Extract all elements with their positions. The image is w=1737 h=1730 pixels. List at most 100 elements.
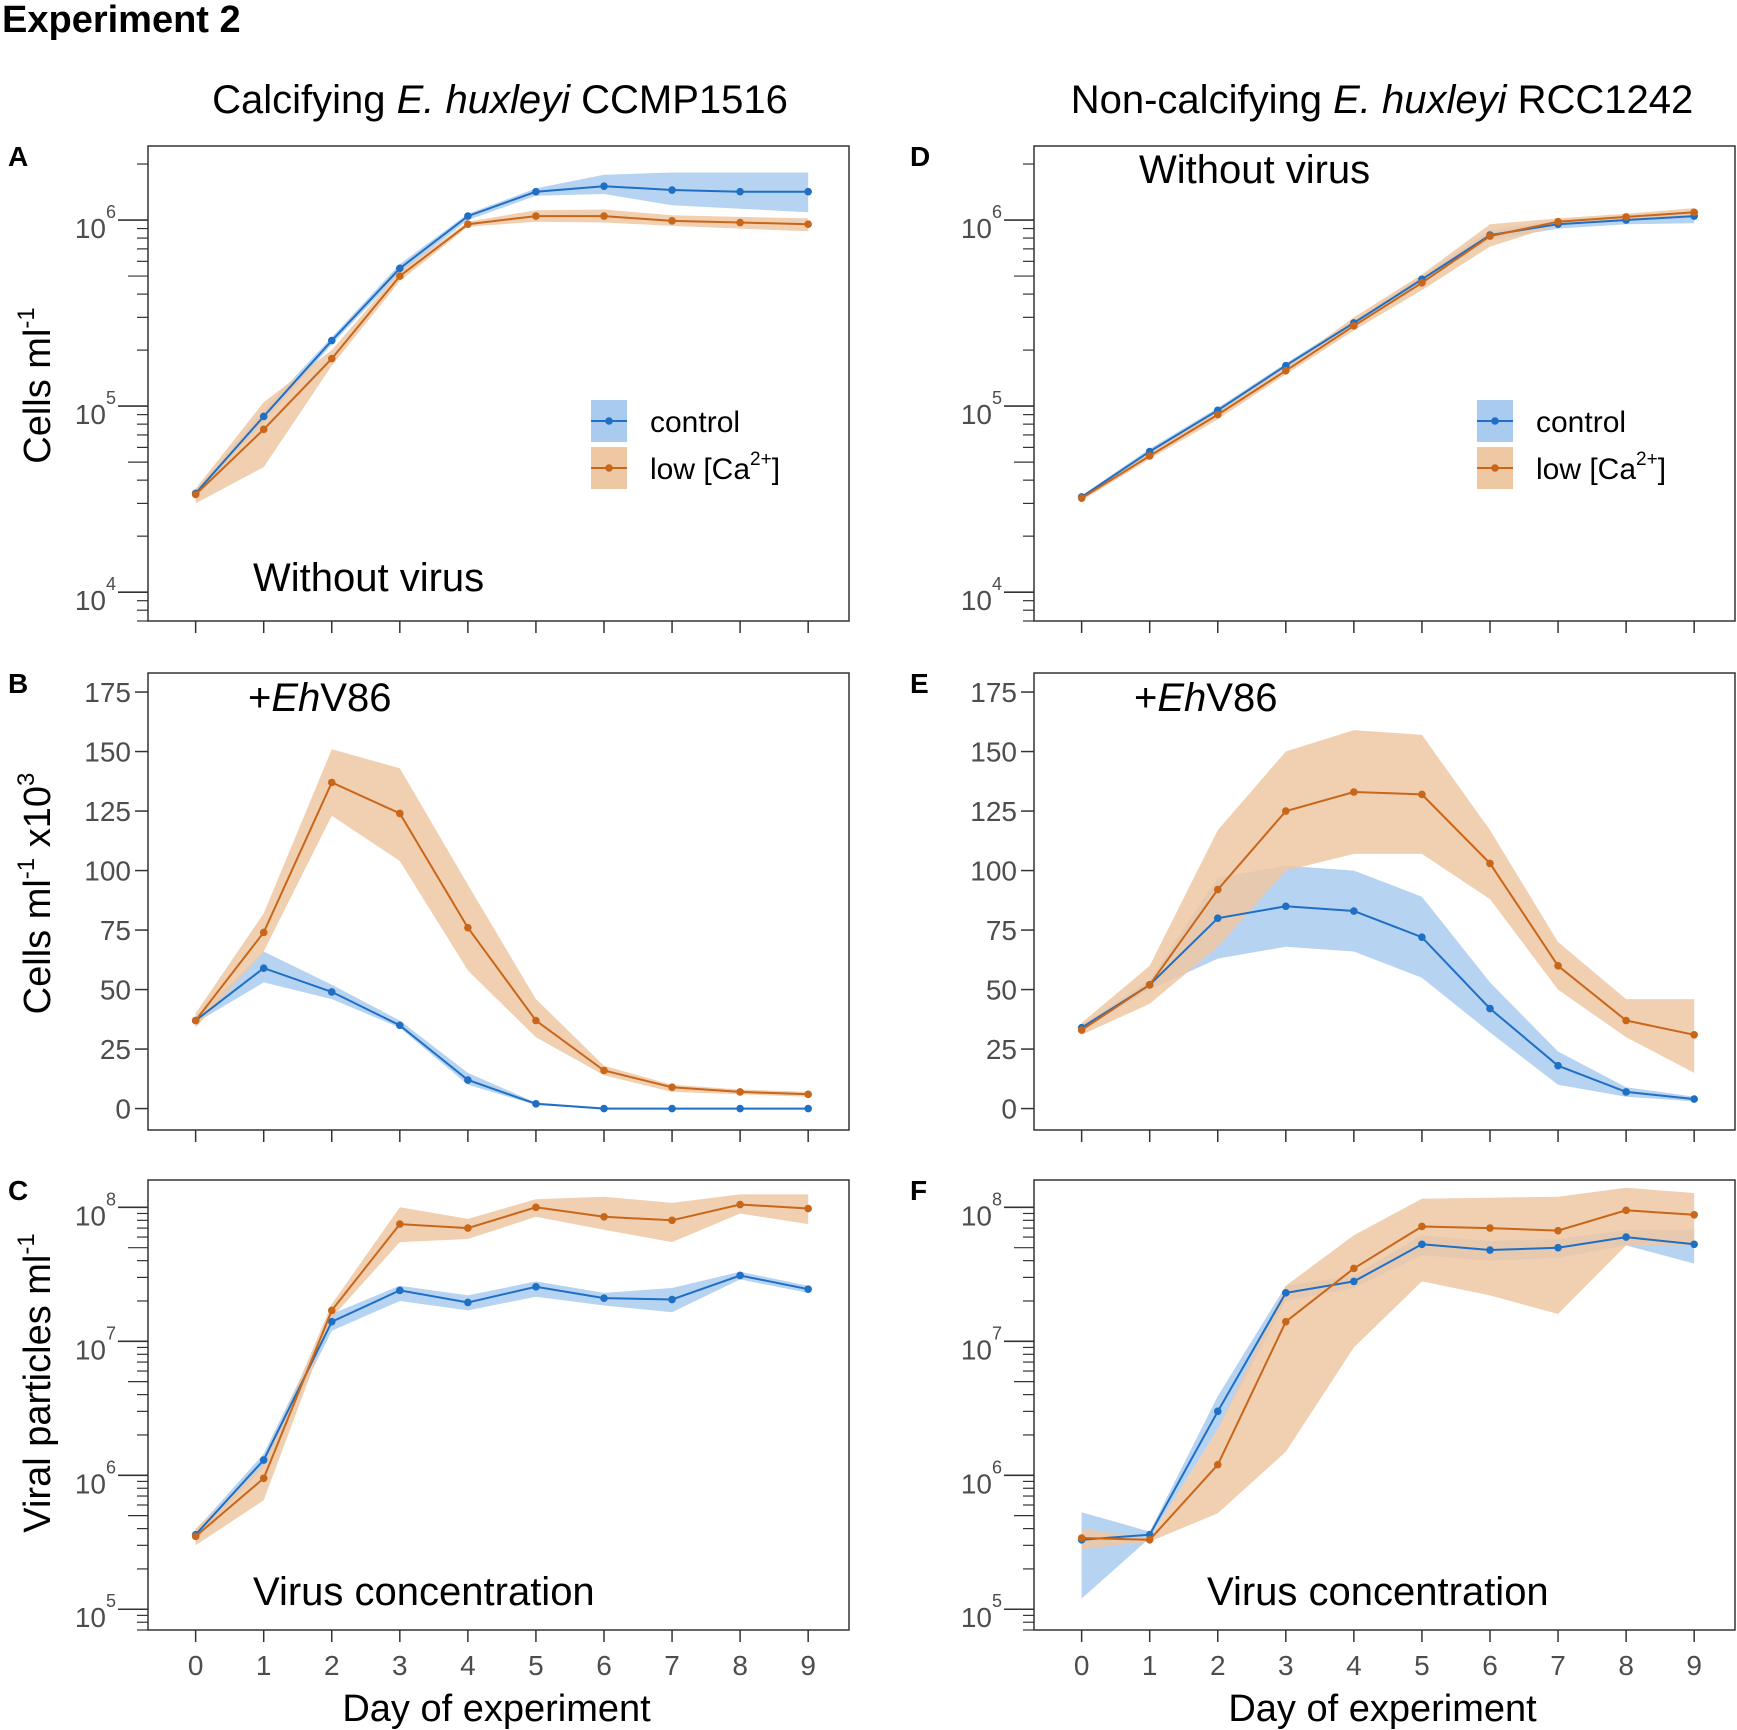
line-control [1081,1236,1695,1541]
point-control [1486,1246,1494,1254]
point-control [804,1104,812,1113]
row-labels: Cells ml-1 Cells ml-1 x103 Viral particles… [13,307,59,1532]
point-low-ca [259,425,268,434]
point-control [532,1100,540,1108]
point-low-ca [532,1203,540,1212]
point-low-ca [1418,1222,1426,1231]
plot-frame [1033,1179,1736,1631]
x-axis-title: Day of experiment [1228,1688,1537,1730]
point-low-ca [191,490,200,499]
x-tick-label: 9 [1686,1650,1702,1681]
point-control [804,187,812,196]
y-tick-label: 106 [75,1457,116,1499]
point-low-ca [1622,213,1630,221]
point-control [804,1285,812,1293]
plot-frame [147,145,850,622]
y-tick-label: 107 [75,1323,116,1365]
point-control [1350,907,1358,915]
column-title-strain: RCC1242 [1506,78,1693,122]
point-control [396,264,404,273]
point-low-ca [668,217,676,225]
point-control [736,1104,744,1113]
y-tick-label: 107 [961,1323,1002,1365]
panel-e: E 0 25 50 75 100 125 150 175 +EhV86 [910,668,1736,1142]
panel-annotation: Virus concentration [1207,1570,1549,1614]
x-tick-label: 3 [392,1650,408,1681]
point-low-ca [396,1220,404,1228]
point-low-ca [1077,1026,1086,1034]
y-tick-label: 104 [961,574,1002,616]
point-low-ca [600,212,608,220]
panel-c: C 105 106 107 108 0 1 2 3 4 5 6 7 8 9 Day of experiment… [8,1175,850,1730]
point-control [668,186,676,194]
point-control [259,412,268,421]
y-tick-label: 105 [961,1591,1002,1633]
point-control [1282,902,1290,911]
point-low-ca [1690,1030,1698,1039]
point-low-ca [1554,961,1562,970]
point-low-ca [1213,1460,1222,1469]
line-low-ca [194,215,809,496]
point-control [327,988,336,996]
point-low-ca [396,272,404,280]
point-low-ca [327,354,336,363]
point-low-ca [1486,232,1494,240]
line-low-ca [1081,1209,1695,1541]
point-low-ca [668,1216,676,1225]
legend-marker-control [605,417,613,425]
point-control [1690,1240,1698,1249]
x-tick-label: 0 [1074,1650,1090,1681]
point-control [532,1283,540,1291]
y-tick-label: 105 [961,388,1002,430]
x-tick-label: 6 [596,1650,612,1681]
x-tick-label: 1 [256,1650,272,1681]
line-low-ca [194,1203,809,1538]
y-tick-label: 25 [986,1034,1017,1065]
point-control [1554,1061,1562,1070]
y-tick-label: 75 [100,915,131,946]
y-tick-label: 106 [961,1457,1002,1499]
point-control [668,1104,676,1113]
point-control [464,1298,472,1307]
y-tick-label: 106 [961,202,1002,244]
point-low-ca [1690,1210,1698,1219]
point-low-ca [668,1083,676,1091]
point-low-ca [1213,885,1222,894]
panel-letter: F [910,1175,927,1206]
point-control [1350,1277,1358,1286]
point-low-ca [1282,366,1290,375]
legend-label-low-ca: low [Ca2+] [650,449,780,486]
point-control [1418,1240,1426,1249]
point-control [1418,933,1426,942]
y-tick-label: 50 [986,975,1017,1006]
y-tick-label: 75 [986,915,1017,946]
point-low-ca [1622,1016,1630,1025]
line-low-ca [194,781,809,1096]
x-tick-label: 2 [1210,1650,1226,1681]
point-low-ca [1554,217,1562,226]
legend-marker-control [1491,417,1499,425]
point-control [464,1076,472,1084]
point-control [1213,914,1222,922]
y-axis-title-row-2: Cells ml-1 x103 [13,773,59,1015]
point-low-ca [259,928,268,937]
y-tick-label: 104 [75,574,116,616]
column-title-prefix: Non-calcifying [1071,78,1333,122]
plot-frame [1033,145,1736,622]
point-control [736,1271,744,1280]
x-tick-label: 8 [1618,1650,1634,1681]
point-low-ca [464,1224,472,1232]
x-tick-label: 0 [188,1650,204,1681]
column-title-calcifying: Calcifying E. huxleyi CCMP1516 [212,78,788,122]
point-low-ca [804,1090,812,1099]
point-control [600,182,608,191]
point-low-ca [327,778,336,787]
plot-frame [1033,672,1736,1131]
y-axis-title-row-1: Cells ml-1 [13,307,59,463]
point-control [464,212,472,220]
panel-annotation: Without virus [253,556,484,600]
band-control [195,172,809,496]
column-title-prefix: Calcifying [212,78,397,122]
legend-marker-low-ca [1491,464,1499,472]
